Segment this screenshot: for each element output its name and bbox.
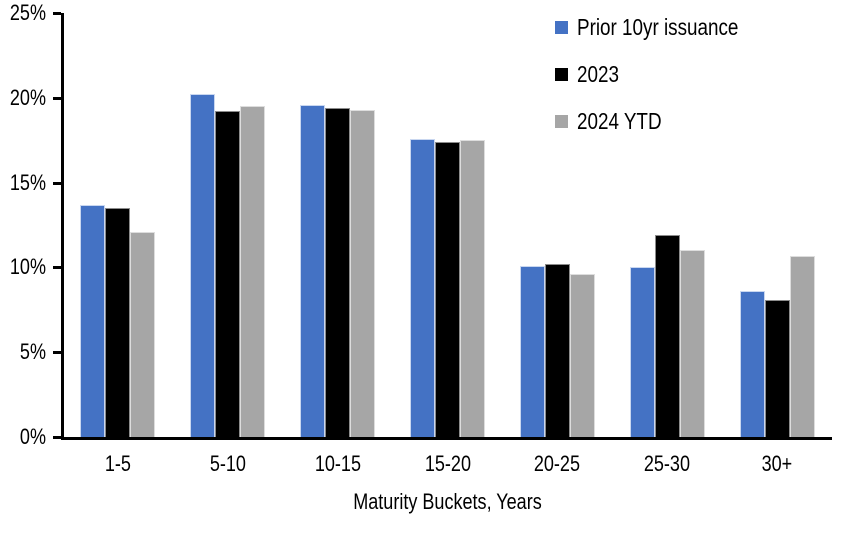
bar <box>544 264 570 437</box>
y-axis-tick <box>53 351 61 355</box>
legend: Prior 10yr issuance 2023 2024 YTD <box>555 14 774 155</box>
legend-label: 2023 <box>577 60 619 87</box>
x-axis-category-label: 25-30 <box>644 451 691 476</box>
bar <box>300 105 326 437</box>
bar <box>739 291 765 437</box>
bar-group <box>190 13 266 437</box>
y-axis-tick-label: 25% <box>9 0 46 25</box>
y-axis-tick-label: 0% <box>19 424 46 449</box>
x-axis-category-label: 15-20 <box>424 451 471 476</box>
bar-group <box>410 13 485 437</box>
y-axis-tick <box>53 12 61 15</box>
x-axis-line <box>61 437 832 440</box>
bar <box>679 250 705 437</box>
legend-label: Prior 10yr issuance <box>577 13 739 40</box>
bar <box>789 256 815 437</box>
bar <box>629 267 655 437</box>
legend-label: 2024 YTD <box>577 107 662 134</box>
bar <box>460 140 485 437</box>
bar-group <box>80 13 156 437</box>
bar <box>105 208 131 437</box>
legend-item: 2024 YTD <box>555 108 774 134</box>
y-axis-tick-label: 10% <box>9 254 46 280</box>
legend-item: Prior 10yr issuance <box>555 14 774 40</box>
legend-item: 2023 <box>555 61 774 87</box>
bar-group <box>519 13 595 437</box>
x-axis-category-label: 1-5 <box>104 451 131 476</box>
y-axis-tick-label: 15% <box>9 169 46 195</box>
bar-group <box>629 13 705 437</box>
bar <box>410 139 435 437</box>
bar-group <box>300 13 376 437</box>
bar <box>569 274 595 437</box>
bar <box>654 235 680 437</box>
y-axis-line <box>61 13 64 440</box>
bar <box>325 108 351 437</box>
legend-swatch-icon <box>555 20 568 34</box>
x-axis-category-label: 5-10 <box>209 451 246 476</box>
bar <box>350 110 376 437</box>
y-axis-tick-label: 5% <box>19 339 46 365</box>
y-axis-tick <box>53 181 61 185</box>
y-axis-tick <box>53 266 61 270</box>
bar <box>435 142 460 437</box>
bar-group <box>739 13 815 437</box>
x-axis-category-label: 10-15 <box>314 451 361 476</box>
legend-swatch-icon <box>555 114 568 128</box>
bar <box>519 266 545 437</box>
bar <box>80 205 106 437</box>
x-axis-category-label: 30+ <box>761 451 793 476</box>
y-axis-tick <box>53 96 61 100</box>
y-axis-tick-label: 20% <box>9 84 46 110</box>
bar <box>215 111 241 437</box>
bar <box>764 300 790 437</box>
x-axis-title: Maturity Buckets, Years <box>353 489 542 514</box>
legend-swatch-icon <box>555 67 568 81</box>
bar <box>240 106 266 437</box>
y-axis-tick <box>53 436 61 439</box>
bar <box>190 94 216 437</box>
x-axis-category-label: 20-25 <box>534 451 581 476</box>
bar <box>130 232 156 437</box>
